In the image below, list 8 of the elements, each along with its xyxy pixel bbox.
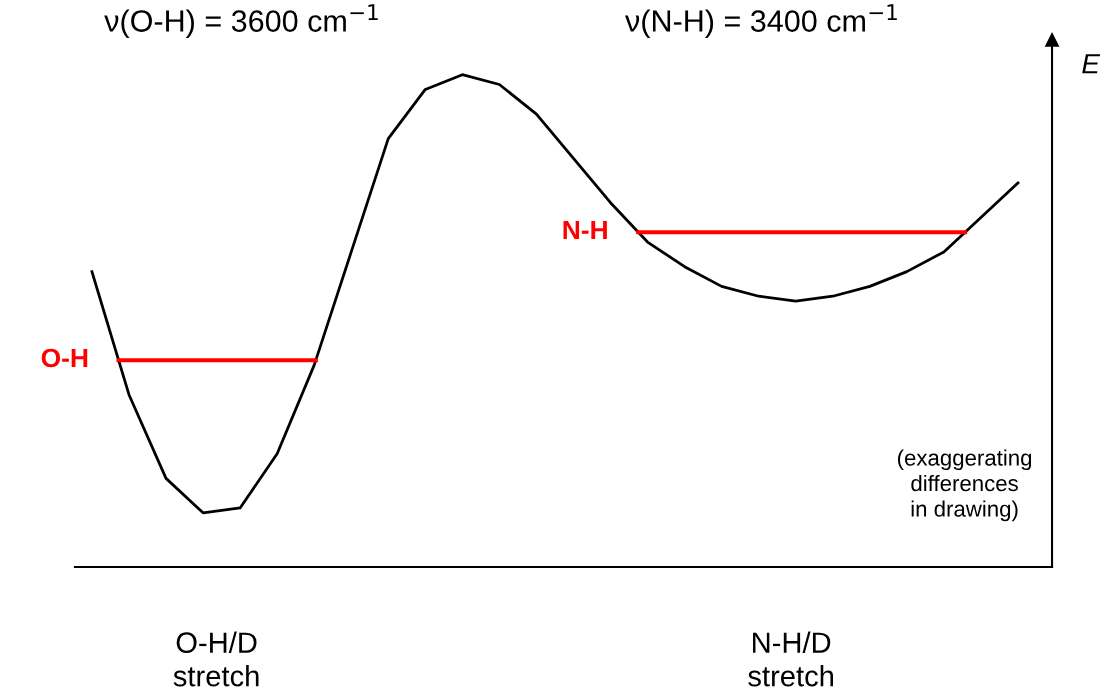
text: ν(N-H) = 3400 cm$^{−1}$: [625, 4, 897, 38]
text: ν(O-H) = 3600 cm$^{−1}$: [104, 4, 378, 38]
annotation: (exaggerating differences in drawing): [897, 449, 1032, 522]
text: O-H/D stretch: [173, 631, 259, 687]
text: N-H/D stretch: [748, 631, 834, 687]
ref-line-label: N-H: [563, 220, 607, 240]
ref-line-label: O-H: [41, 348, 88, 368]
y-axis-title: E: [1082, 54, 1101, 74]
